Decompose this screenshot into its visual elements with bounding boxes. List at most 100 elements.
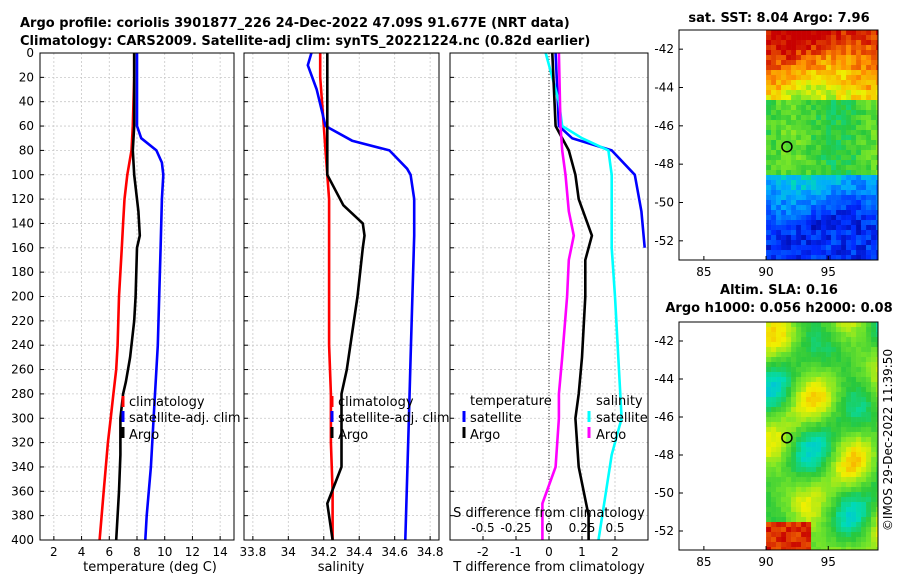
map-cell [781, 155, 787, 161]
map-cell [861, 230, 867, 236]
map-cell [861, 90, 867, 96]
map-cell [826, 332, 832, 338]
map-cell [876, 432, 879, 438]
map-cell [766, 467, 772, 473]
map-cell [796, 507, 802, 513]
map-cell [796, 175, 802, 181]
map-cell [806, 417, 812, 423]
map-cell [766, 220, 772, 226]
map-cell [786, 477, 792, 483]
map-cell [836, 90, 842, 96]
map-cell [841, 240, 847, 246]
map-cell [836, 462, 842, 468]
map-cell [831, 487, 837, 493]
map-cell [866, 542, 872, 548]
map-cell [801, 160, 807, 166]
map-cell [796, 170, 802, 176]
map-cell [841, 125, 847, 131]
map-cell [816, 372, 822, 378]
map-cell [786, 205, 792, 211]
map-cell [876, 55, 879, 61]
map-cell [811, 532, 817, 538]
map-cell [831, 220, 837, 226]
map-cell [801, 337, 807, 343]
map-cell [791, 362, 797, 368]
map-cell [826, 155, 832, 161]
map-cell [831, 240, 837, 246]
map-cell [776, 397, 782, 403]
map-cell [866, 522, 872, 528]
map-cell [841, 392, 847, 398]
map-cell [851, 452, 857, 458]
map-cell [836, 250, 842, 256]
map-cell [826, 417, 832, 423]
map-cell [776, 467, 782, 473]
map-cell [826, 392, 832, 398]
map-cell [861, 322, 867, 328]
map-cell [791, 477, 797, 483]
map-cell [831, 225, 837, 231]
map-cell [811, 482, 817, 488]
map-cell [776, 447, 782, 453]
map-cell [821, 130, 827, 136]
map-cell [776, 250, 782, 256]
map-cell [876, 332, 879, 338]
map-cell [766, 457, 772, 463]
map-cell [771, 100, 777, 106]
map-cell [876, 322, 879, 328]
map-cell [861, 332, 867, 338]
map-cell [851, 250, 857, 256]
map-cell [846, 422, 852, 428]
map-cell [776, 60, 782, 66]
map-cell [781, 175, 787, 181]
map-cell [781, 35, 787, 41]
map-cell [846, 437, 852, 443]
map-cell [861, 392, 867, 398]
map-cell [826, 372, 832, 378]
map-cell [841, 200, 847, 206]
map-cell [846, 337, 852, 343]
map-cell [851, 175, 857, 181]
map-cell [781, 522, 787, 528]
map-cell [831, 407, 837, 413]
map-cell [861, 240, 867, 246]
map-cell [806, 362, 812, 368]
map-cell [766, 175, 772, 181]
map-cell [821, 412, 827, 418]
map-cell [766, 215, 772, 221]
map-cell [831, 367, 837, 373]
ytick-label: -52 [654, 524, 674, 538]
map-cell [821, 482, 827, 488]
map-cell [811, 517, 817, 523]
map-cell [791, 140, 797, 146]
map-cell [766, 482, 772, 488]
map-cell [806, 442, 812, 448]
map-cell [806, 387, 812, 393]
map-cell [846, 240, 852, 246]
map-cell [771, 200, 777, 206]
map-cell [836, 145, 842, 151]
map-cell [871, 457, 877, 463]
map-cell [801, 497, 807, 503]
map-cell [871, 352, 877, 358]
map-cell [776, 245, 782, 251]
map-cell [786, 357, 792, 363]
map-cell [876, 422, 879, 428]
map-cell [786, 427, 792, 433]
map-cell [781, 100, 787, 106]
map-cell [796, 427, 802, 433]
map-cell [801, 427, 807, 433]
map-cell [856, 90, 862, 96]
map-cell [856, 145, 862, 151]
map-cell [791, 250, 797, 256]
map-cell [786, 442, 792, 448]
map-cell [781, 487, 787, 493]
map-cell [771, 387, 777, 393]
temperature-legend: climatology satellite-adj. clim Argo [121, 395, 241, 443]
map-cell [796, 190, 802, 196]
map-cell [781, 327, 787, 333]
map-cell [831, 422, 837, 428]
map-cell [816, 130, 822, 136]
map-cell [796, 90, 802, 96]
map-cell [766, 145, 772, 151]
